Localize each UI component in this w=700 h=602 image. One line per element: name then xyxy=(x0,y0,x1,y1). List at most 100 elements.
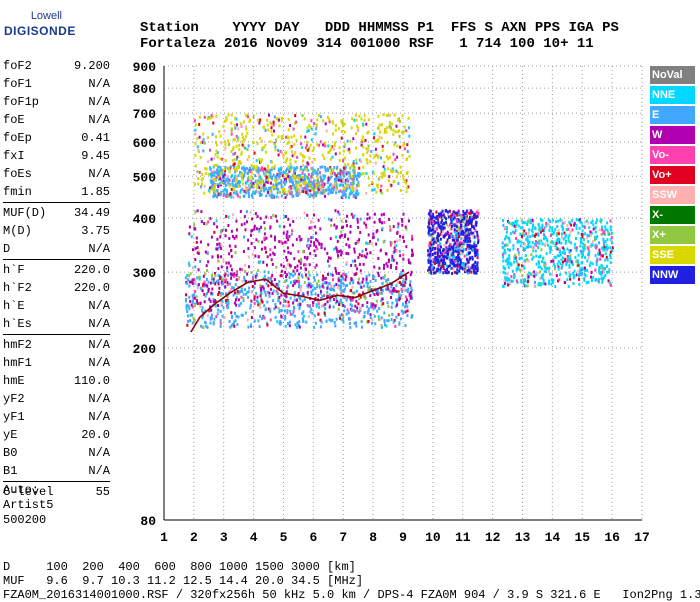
echo-point xyxy=(311,171,314,175)
echo-point xyxy=(265,236,268,240)
echo-point xyxy=(406,143,409,147)
echo-point xyxy=(461,267,464,271)
echo-point xyxy=(437,260,439,264)
echo-point xyxy=(284,160,287,164)
echo-point xyxy=(555,274,558,278)
echo-point xyxy=(322,277,325,280)
echo-point xyxy=(438,270,441,274)
echo-point xyxy=(407,185,410,189)
echo-point xyxy=(308,124,311,127)
echo-point xyxy=(371,290,374,294)
echo-point xyxy=(216,168,219,172)
echo-point xyxy=(340,230,343,234)
echo-point xyxy=(216,171,219,175)
echo-point xyxy=(603,232,606,236)
echo-point xyxy=(267,128,270,132)
echo-point xyxy=(315,123,318,127)
echo-point xyxy=(554,244,557,248)
echo-point xyxy=(275,177,277,181)
echo-point xyxy=(394,141,397,145)
echo-point xyxy=(346,139,349,143)
echo-point xyxy=(505,226,508,229)
echo-point xyxy=(527,231,530,235)
echo-point xyxy=(298,285,300,289)
echo-point xyxy=(377,274,380,278)
echo-point xyxy=(538,242,541,246)
echo-point xyxy=(308,226,311,230)
echo-point xyxy=(344,169,347,173)
echo-point xyxy=(442,271,445,275)
echo-point xyxy=(377,114,380,118)
echo-point xyxy=(266,255,269,259)
echo-point xyxy=(448,209,451,213)
echo-point xyxy=(362,294,365,298)
echo-point xyxy=(355,299,358,303)
echo-point xyxy=(247,192,250,195)
echo-point xyxy=(273,278,276,281)
header-line-1: Station YYYY DAY DDD HHMMSS P1 FFS S AXN… xyxy=(140,20,619,36)
echo-point xyxy=(461,245,464,248)
echo-point xyxy=(288,272,291,276)
echo-point xyxy=(203,280,206,284)
echo-point xyxy=(383,160,386,164)
echo-point xyxy=(385,262,388,266)
echo-point xyxy=(285,215,287,219)
echo-point xyxy=(247,247,250,251)
echo-point xyxy=(264,227,266,231)
echo-point xyxy=(236,290,239,293)
echo-point xyxy=(193,304,196,308)
echo-point xyxy=(271,273,274,277)
echo-point xyxy=(406,290,409,294)
echo-point xyxy=(359,295,362,299)
echo-point xyxy=(286,304,289,308)
echo-point xyxy=(273,307,276,311)
echo-point xyxy=(563,251,566,255)
echo-point xyxy=(502,270,505,274)
echo-point xyxy=(547,218,550,222)
echo-point xyxy=(200,185,203,189)
echo-point xyxy=(427,260,430,264)
echo-point xyxy=(219,134,222,138)
echo-point xyxy=(310,119,313,123)
x-tick-label: 14 xyxy=(545,530,561,545)
echo-point xyxy=(365,172,368,175)
echo-point xyxy=(194,164,197,168)
echo-point xyxy=(344,278,347,282)
echo-point xyxy=(502,255,505,259)
echo-point xyxy=(429,209,432,213)
echo-point xyxy=(394,324,397,328)
echo-point xyxy=(404,310,407,314)
echo-point xyxy=(262,125,265,129)
echo-point xyxy=(382,240,385,244)
echo-point xyxy=(261,180,264,184)
echo-point xyxy=(285,240,288,244)
echo-point xyxy=(540,239,543,243)
echo-point xyxy=(402,302,404,306)
echo-point xyxy=(464,228,467,232)
echo-point xyxy=(380,276,383,280)
echo-point xyxy=(609,246,612,250)
echo-point xyxy=(254,274,257,278)
echo-point xyxy=(199,156,202,159)
echo-point xyxy=(335,247,338,251)
echo-point xyxy=(288,320,291,324)
echo-point xyxy=(369,154,372,158)
echo-point xyxy=(222,179,225,183)
echo-point xyxy=(310,292,313,296)
echo-point xyxy=(327,217,330,221)
echo-point xyxy=(298,235,301,239)
echo-point xyxy=(388,124,391,128)
echo-point xyxy=(219,168,222,172)
echo-point xyxy=(344,296,347,299)
echo-point xyxy=(352,159,355,163)
echo-point xyxy=(219,310,222,313)
echo-point xyxy=(354,113,357,117)
echo-point xyxy=(344,181,347,185)
echo-point xyxy=(206,292,209,296)
echo-point xyxy=(316,179,319,183)
echo-point xyxy=(280,269,283,273)
echo-point xyxy=(295,138,298,142)
echo-point xyxy=(290,190,293,194)
echo-point xyxy=(217,185,220,189)
echo-point xyxy=(359,269,362,273)
